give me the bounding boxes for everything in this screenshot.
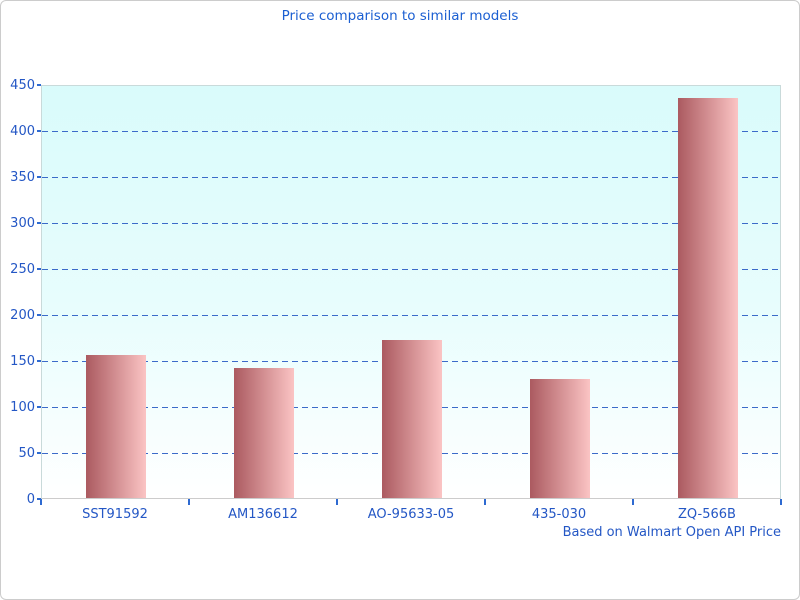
x-axis-tick-2 bbox=[336, 499, 338, 505]
y-axis-label-200: 200 bbox=[10, 308, 35, 323]
bar-SST91592 bbox=[86, 355, 146, 498]
y-axis-label-100: 100 bbox=[10, 400, 35, 415]
y-axis-tick-200 bbox=[37, 314, 41, 316]
x-axis-label-SST91592: SST91592 bbox=[82, 507, 148, 522]
gridline-400 bbox=[42, 131, 780, 132]
y-axis-tick-50 bbox=[37, 452, 41, 454]
x-axis-label-AO-95633-05: AO-95633-05 bbox=[367, 507, 455, 522]
y-axis-tick-450 bbox=[37, 84, 41, 86]
y-axis-tick-350 bbox=[37, 176, 41, 178]
bar-ZQ-566B bbox=[678, 97, 738, 498]
gridline-350 bbox=[42, 177, 780, 178]
chart-footnote: Based on Walmart Open API Price bbox=[562, 525, 781, 540]
x-axis-tick-0 bbox=[40, 499, 42, 505]
gridline-300 bbox=[42, 223, 780, 224]
bar-435-030 bbox=[530, 379, 590, 498]
y-axis-tick-250 bbox=[37, 268, 41, 270]
x-axis-label-ZQ-566B: ZQ-566B bbox=[678, 507, 736, 522]
y-axis-tick-400 bbox=[37, 130, 41, 132]
bar-AM136612 bbox=[234, 368, 294, 498]
x-axis-label-435-030: 435-030 bbox=[531, 507, 587, 522]
x-axis-tick-3 bbox=[484, 499, 486, 505]
y-axis-label-300: 300 bbox=[10, 216, 35, 231]
y-axis-tick-0 bbox=[37, 498, 41, 500]
y-axis-label-50: 50 bbox=[18, 446, 35, 461]
y-axis-label-0: 0 bbox=[26, 492, 35, 507]
y-axis-label-350: 350 bbox=[10, 170, 35, 185]
y-axis-tick-300 bbox=[37, 222, 41, 224]
y-axis-label-150: 150 bbox=[10, 354, 35, 369]
y-axis-label-400: 400 bbox=[10, 124, 35, 139]
y-axis-label-450: 450 bbox=[10, 78, 35, 93]
y-axis-label-250: 250 bbox=[10, 262, 35, 277]
bar-AO-95633-05 bbox=[382, 339, 442, 498]
gridline-250 bbox=[42, 269, 780, 270]
chart-title: Price comparison to similar models bbox=[281, 8, 519, 24]
x-axis-tick-1 bbox=[188, 499, 190, 505]
plot-area bbox=[41, 85, 781, 499]
gridline-200 bbox=[42, 315, 780, 316]
x-axis-tick-4 bbox=[632, 499, 634, 505]
x-axis-label-AM136612: AM136612 bbox=[228, 507, 298, 522]
y-axis-tick-150 bbox=[37, 360, 41, 362]
y-axis-tick-100 bbox=[37, 406, 41, 408]
x-axis-tick-5 bbox=[780, 499, 782, 505]
